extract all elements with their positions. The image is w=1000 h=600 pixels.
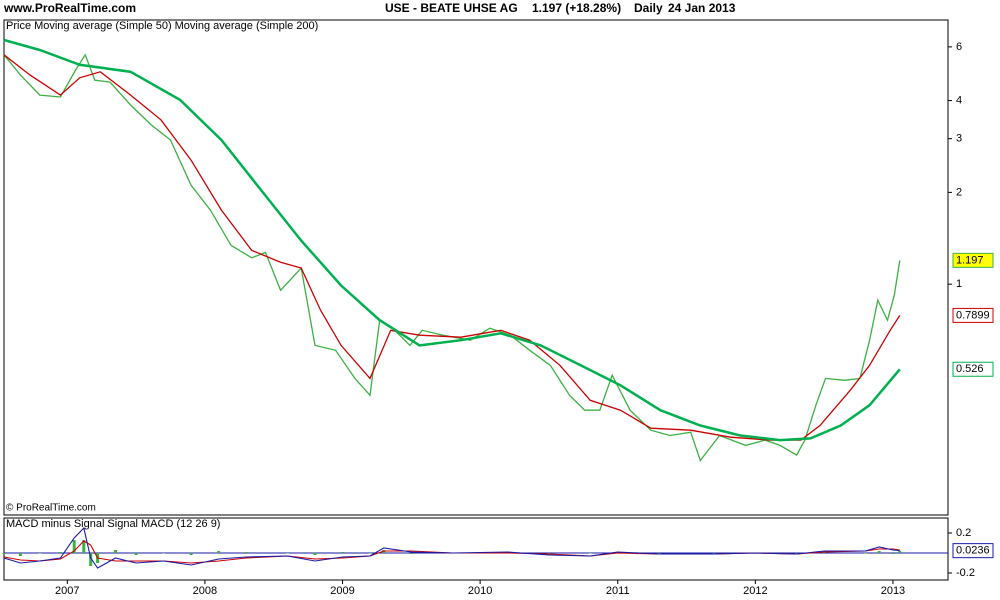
histogram-bar — [795, 553, 799, 554]
histogram-bar — [82, 540, 86, 553]
date: 24 Jan 2013 — [668, 1, 736, 15]
y-tick-label: 1 — [956, 278, 962, 290]
y-tick-label: 0.2 — [956, 527, 971, 539]
histogram-bar — [244, 552, 248, 553]
x-tick-label: 2009 — [330, 585, 354, 597]
histogram-bar — [863, 553, 867, 554]
histogram-bar — [134, 553, 138, 555]
copyright: © ProRealTime.com — [6, 503, 96, 514]
series-line — [3, 38, 901, 442]
histogram-bar — [2, 553, 6, 554]
histogram-bar — [38, 553, 42, 554]
price-panel — [3, 19, 949, 516]
histogram-bar — [898, 551, 902, 553]
histogram-bar — [368, 553, 372, 554]
histogram-bar — [712, 553, 716, 554]
series-line — [3, 526, 900, 569]
histogram-bar — [162, 553, 166, 554]
last-value: 1.197 — [956, 254, 984, 266]
histogram-bar — [285, 553, 289, 554]
histogram-bar — [341, 552, 345, 553]
last-value: 0.526 — [956, 363, 984, 375]
x-tick-label: 2013 — [881, 585, 905, 597]
histogram-bar — [72, 540, 76, 553]
quote: 1.197 (+18.28%) — [532, 1, 621, 15]
last-value-box — [952, 361, 994, 377]
last-value: 0.7899 — [956, 309, 990, 321]
x-tick-label: 2011 — [606, 585, 630, 597]
histogram-bar — [217, 551, 221, 553]
histogram-bar — [877, 551, 881, 553]
histogram-bar — [313, 553, 317, 555]
site: www.ProRealTime.com — [3, 1, 136, 15]
legend-entry: MACD (12 26 9) — [141, 518, 220, 530]
legend-entry: MACD minus Signal — [6, 518, 104, 530]
last-value-box — [952, 543, 994, 559]
histogram-bar — [113, 550, 117, 553]
legend-entry: Moving average (Simple 200) — [175, 20, 319, 32]
y-tick-label: 4 — [956, 94, 962, 106]
instrument: USE - BEATE UHSE AG — [385, 1, 518, 15]
legend-entry: Price — [6, 20, 31, 32]
legend-entry: Moving average (Simple 50) — [34, 20, 172, 32]
last-value-box — [952, 252, 994, 268]
y-tick-label: 6 — [956, 41, 962, 53]
histogram-bar — [657, 553, 661, 554]
histogram-bar — [58, 552, 62, 553]
macd-panel — [3, 517, 949, 581]
histogram-bar — [588, 553, 592, 554]
y-tick-label: -0.2 — [956, 567, 975, 579]
legend-entry: Signal — [107, 518, 138, 530]
x-tick-label: 2008 — [193, 585, 217, 597]
period: Daily — [634, 1, 663, 15]
x-tick-label: 2007 — [55, 585, 79, 597]
histogram-bar — [89, 553, 93, 566]
x-tick-label: 2010 — [468, 585, 492, 597]
last-value-box — [952, 307, 994, 323]
y-tick-label: 2 — [956, 186, 962, 198]
histogram-bar — [409, 553, 413, 554]
histogram-bar — [19, 553, 23, 556]
x-tick-label: 2012 — [743, 585, 767, 597]
histogram-bar — [189, 553, 193, 555]
y-tick-label: 3 — [956, 133, 962, 145]
histogram-bar — [891, 553, 895, 554]
last-value: 0.0236 — [956, 545, 990, 557]
